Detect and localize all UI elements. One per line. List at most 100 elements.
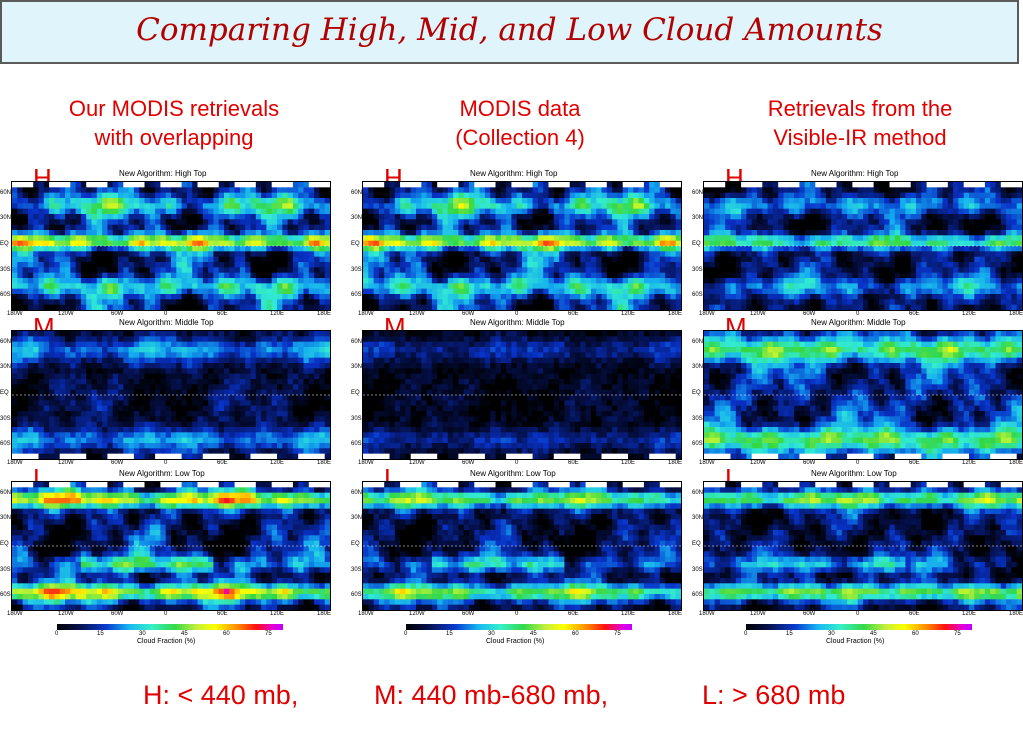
lon-label: 120W xyxy=(409,311,425,317)
lon-label: 0 xyxy=(164,460,168,466)
lon-label: 120E xyxy=(270,460,285,466)
lon-label: 60W xyxy=(462,611,475,617)
lon-label: 120E xyxy=(621,311,636,317)
lon-label: 180W xyxy=(699,311,715,317)
colorbar-tick: 75 xyxy=(614,631,621,637)
legend-low: L: > 680 mb xyxy=(702,680,846,710)
map-title-low-c4: New Algorithm: Low Top xyxy=(470,469,556,478)
lon-label: 60W xyxy=(111,611,124,617)
lon-label: 120W xyxy=(409,611,425,617)
map-title-high-ours: New Algorithm: High Top xyxy=(119,169,207,178)
lat-label: 30S xyxy=(0,266,11,273)
colorbar-title: Cloud Fraction (%) xyxy=(137,638,196,645)
lon-label: 180W xyxy=(7,311,23,317)
lon-label: 180W xyxy=(7,460,23,466)
lon-label: 60W xyxy=(111,460,124,466)
colorbar-tick: 45 xyxy=(870,631,877,637)
lat-label: 60N xyxy=(351,338,363,345)
map-title-high-vis: New Algorithm: High Top xyxy=(811,169,899,178)
colorbar-vis xyxy=(746,624,972,630)
lon-label: 120E xyxy=(962,460,977,466)
lon-label: 60E xyxy=(909,311,920,317)
lon-label: 60E xyxy=(568,611,579,617)
lat-label: 60N xyxy=(351,189,363,196)
lon-label: 180W xyxy=(358,611,374,617)
colorbar-tick: 45 xyxy=(530,631,537,637)
lat-label: 60S xyxy=(692,441,703,448)
lat-label: 30N xyxy=(692,364,704,371)
column-header-2-line1: MODIS data xyxy=(459,96,581,121)
lon-label: 60E xyxy=(217,311,228,317)
column-header-3: Retrievals from the Visible-IR method xyxy=(710,94,1010,152)
lon-label: 120W xyxy=(58,311,74,317)
lon-label: 60W xyxy=(111,311,124,317)
lat-label: EQ xyxy=(0,241,9,247)
title-banner: Comparing High, Mid, and Low Cloud Amoun… xyxy=(0,0,1019,64)
lat-label: 30N xyxy=(692,515,704,522)
map-title-high-c4: New Algorithm: High Top xyxy=(470,169,558,178)
lon-label: 120W xyxy=(750,611,766,617)
colorbar-tick: 30 xyxy=(488,631,495,637)
lat-label: 30N xyxy=(0,515,12,522)
lon-label: 120E xyxy=(962,611,977,617)
lon-label: 120W xyxy=(409,460,425,466)
lon-label: 0 xyxy=(515,311,519,317)
lon-label: 120E xyxy=(962,311,977,317)
lat-label: EQ xyxy=(692,541,701,547)
lat-label: 30N xyxy=(351,364,363,371)
column-header-3-line2: Visible-IR method xyxy=(773,125,947,150)
lon-label: 60E xyxy=(568,460,579,466)
lon-label: 60W xyxy=(803,311,816,317)
column-header-1-line1: Our MODIS retrievals xyxy=(68,96,280,121)
lon-label: 180E xyxy=(668,311,683,317)
cloud-map-mid-ours xyxy=(11,330,331,460)
lat-label: EQ xyxy=(692,390,701,396)
lon-label: 0 xyxy=(856,311,860,317)
lat-label: 60N xyxy=(0,338,12,345)
lon-label: 60W xyxy=(462,311,475,317)
colorbar-tick: 0 xyxy=(404,631,408,637)
lon-label: 120W xyxy=(750,460,766,466)
map-title-mid-c4: New Algorithm: Middle Top xyxy=(470,318,565,327)
lon-label: 180E xyxy=(668,460,683,466)
lat-label: 60S xyxy=(0,441,11,448)
column-header-1: Our MODIS retrievals with overlapping xyxy=(24,94,324,152)
lon-label: 180E xyxy=(1009,611,1023,617)
lon-label: 180E xyxy=(668,611,683,617)
lat-label: EQ xyxy=(0,541,9,547)
colorbar-tick: 0 xyxy=(55,631,59,637)
lon-label: 120W xyxy=(58,460,74,466)
lon-label: 60W xyxy=(803,460,816,466)
lat-label: 30N xyxy=(351,215,363,222)
lat-label: 30N xyxy=(0,364,12,371)
lon-label: 60E xyxy=(217,460,228,466)
lon-label: 180E xyxy=(317,311,332,317)
lon-label: 0 xyxy=(856,460,860,466)
cloud-map-low-ours xyxy=(11,481,331,611)
colorbar-tick: 15 xyxy=(446,631,453,637)
colorbar-tick: 60 xyxy=(912,631,919,637)
lon-label: 120E xyxy=(270,611,285,617)
lat-label: 30N xyxy=(351,515,363,522)
colorbar-tick: 30 xyxy=(828,631,835,637)
map-title-mid-vis: New Algorithm: Middle Top xyxy=(811,318,906,327)
cloud-map-high-ours xyxy=(11,181,331,311)
colorbar-c4 xyxy=(406,624,632,630)
lon-label: 120W xyxy=(750,311,766,317)
lon-label: 0 xyxy=(164,611,168,617)
column-header-2-line2: (Collection 4) xyxy=(455,125,585,150)
column-header-2: MODIS data (Collection 4) xyxy=(370,94,670,152)
lon-label: 60E xyxy=(909,611,920,617)
lat-label: 60S xyxy=(351,592,362,599)
legend-mid: M: 440 mb-680 mb, xyxy=(374,680,609,710)
map-title-mid-ours: New Algorithm: Middle Top xyxy=(119,318,214,327)
lat-label: 60N xyxy=(692,189,704,196)
lat-label: 60S xyxy=(351,441,362,448)
lat-label: 60S xyxy=(692,292,703,299)
lon-label: 60W xyxy=(462,460,475,466)
column-header-3-line1: Retrievals from the xyxy=(767,96,953,121)
lat-label: 60N xyxy=(0,489,12,496)
lon-label: 60E xyxy=(909,460,920,466)
lat-label: 60N xyxy=(351,489,363,496)
cloud-map-low-vis xyxy=(703,481,1023,611)
